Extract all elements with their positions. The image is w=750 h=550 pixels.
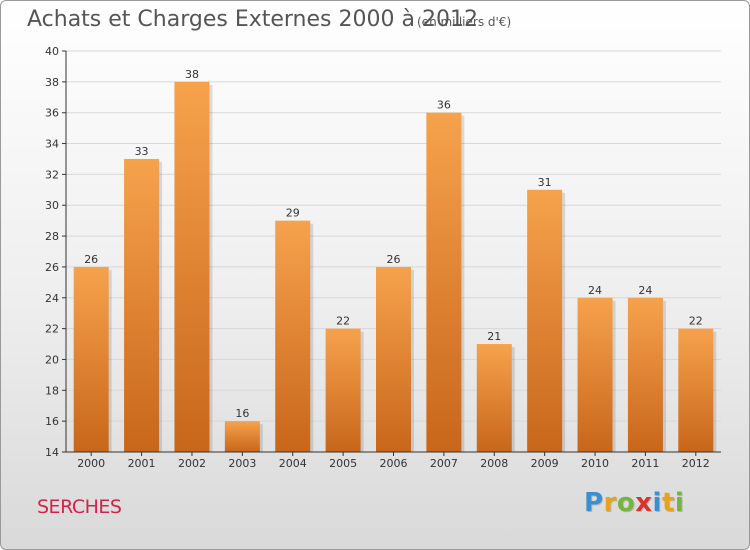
x-tick-label: 2003 bbox=[228, 457, 256, 470]
bar-2001 bbox=[124, 158, 160, 452]
data-label: 21 bbox=[487, 330, 501, 343]
bar-2009 bbox=[527, 189, 563, 453]
commune-name: SERCHES bbox=[37, 496, 122, 518]
logo-letter: o bbox=[616, 488, 636, 518]
y-tick-label: 14 bbox=[45, 446, 59, 459]
y-tick-label: 40 bbox=[45, 45, 59, 58]
bar-2008 bbox=[476, 344, 512, 452]
bar-2002 bbox=[174, 81, 210, 452]
y-tick-label: 26 bbox=[45, 261, 59, 274]
bars bbox=[73, 81, 717, 453]
data-label: 24 bbox=[588, 284, 602, 297]
chart-title: Achats et Charges Externes 2000 à 2012 bbox=[27, 7, 478, 32]
bar-2011 bbox=[627, 297, 663, 452]
x-tick-label: 2005 bbox=[329, 457, 357, 470]
data-label: 33 bbox=[135, 145, 149, 158]
bar-2005 bbox=[325, 328, 361, 452]
data-label: 26 bbox=[84, 253, 98, 266]
data-label: 38 bbox=[185, 68, 199, 81]
x-tick-label: 2000 bbox=[77, 457, 105, 470]
x-tick-label: 2004 bbox=[279, 457, 307, 470]
y-tick-label: 24 bbox=[45, 292, 59, 305]
bar-2010 bbox=[577, 297, 613, 452]
y-tick-label: 30 bbox=[45, 199, 59, 212]
y-tick-label: 34 bbox=[45, 138, 59, 151]
bar-2004 bbox=[275, 220, 311, 452]
y-tick-label: 22 bbox=[45, 323, 59, 336]
y-tick-label: 18 bbox=[45, 384, 59, 397]
logo-letter: P bbox=[584, 488, 604, 518]
y-tick-label: 36 bbox=[45, 107, 59, 120]
proxiti-logo: Proxiti bbox=[584, 488, 684, 518]
x-tick-label: 2012 bbox=[682, 457, 710, 470]
data-label: 22 bbox=[689, 315, 703, 328]
y-tick-label: 28 bbox=[45, 230, 59, 243]
chart-subtitle: (en milliers d'€) bbox=[417, 15, 512, 29]
data-label: 24 bbox=[638, 284, 652, 297]
bar-2012 bbox=[678, 328, 714, 452]
logo-letter: r bbox=[603, 488, 617, 518]
logo-letter: i bbox=[652, 488, 662, 518]
bar-2003 bbox=[224, 421, 260, 452]
data-label: 31 bbox=[538, 176, 552, 189]
x-tick-label: 2001 bbox=[128, 457, 156, 470]
bar-2000 bbox=[73, 266, 109, 452]
logo-letter: t bbox=[661, 488, 675, 518]
bar-2007 bbox=[426, 112, 462, 452]
y-tick-label: 32 bbox=[45, 168, 59, 181]
data-label: 26 bbox=[387, 253, 401, 266]
data-label: 22 bbox=[336, 315, 350, 328]
bar-2006 bbox=[376, 266, 411, 452]
data-label: 36 bbox=[437, 99, 451, 112]
x-tick-label: 2011 bbox=[631, 457, 659, 470]
x-tick-label: 2010 bbox=[581, 457, 609, 470]
data-label: 16 bbox=[235, 407, 249, 420]
y-tick-label: 38 bbox=[45, 76, 59, 89]
y-tick-label: 16 bbox=[45, 415, 59, 428]
x-tick-label: 2002 bbox=[178, 457, 206, 470]
x-tick-label: 2009 bbox=[531, 457, 559, 470]
logo-letter: x bbox=[635, 488, 653, 518]
axes bbox=[62, 50, 721, 456]
labels: 14 16 18 20 22 24 26 28 30 32 34 36 38 40 26 2000 33 2001… bbox=[45, 45, 710, 470]
x-tick-label: 2008 bbox=[480, 457, 508, 470]
logo-letter: i bbox=[674, 488, 685, 518]
data-label: 29 bbox=[286, 207, 300, 220]
x-tick-label: 2006 bbox=[380, 457, 408, 470]
y-tick-label: 20 bbox=[45, 353, 59, 366]
x-tick-label: 2007 bbox=[430, 457, 458, 470]
